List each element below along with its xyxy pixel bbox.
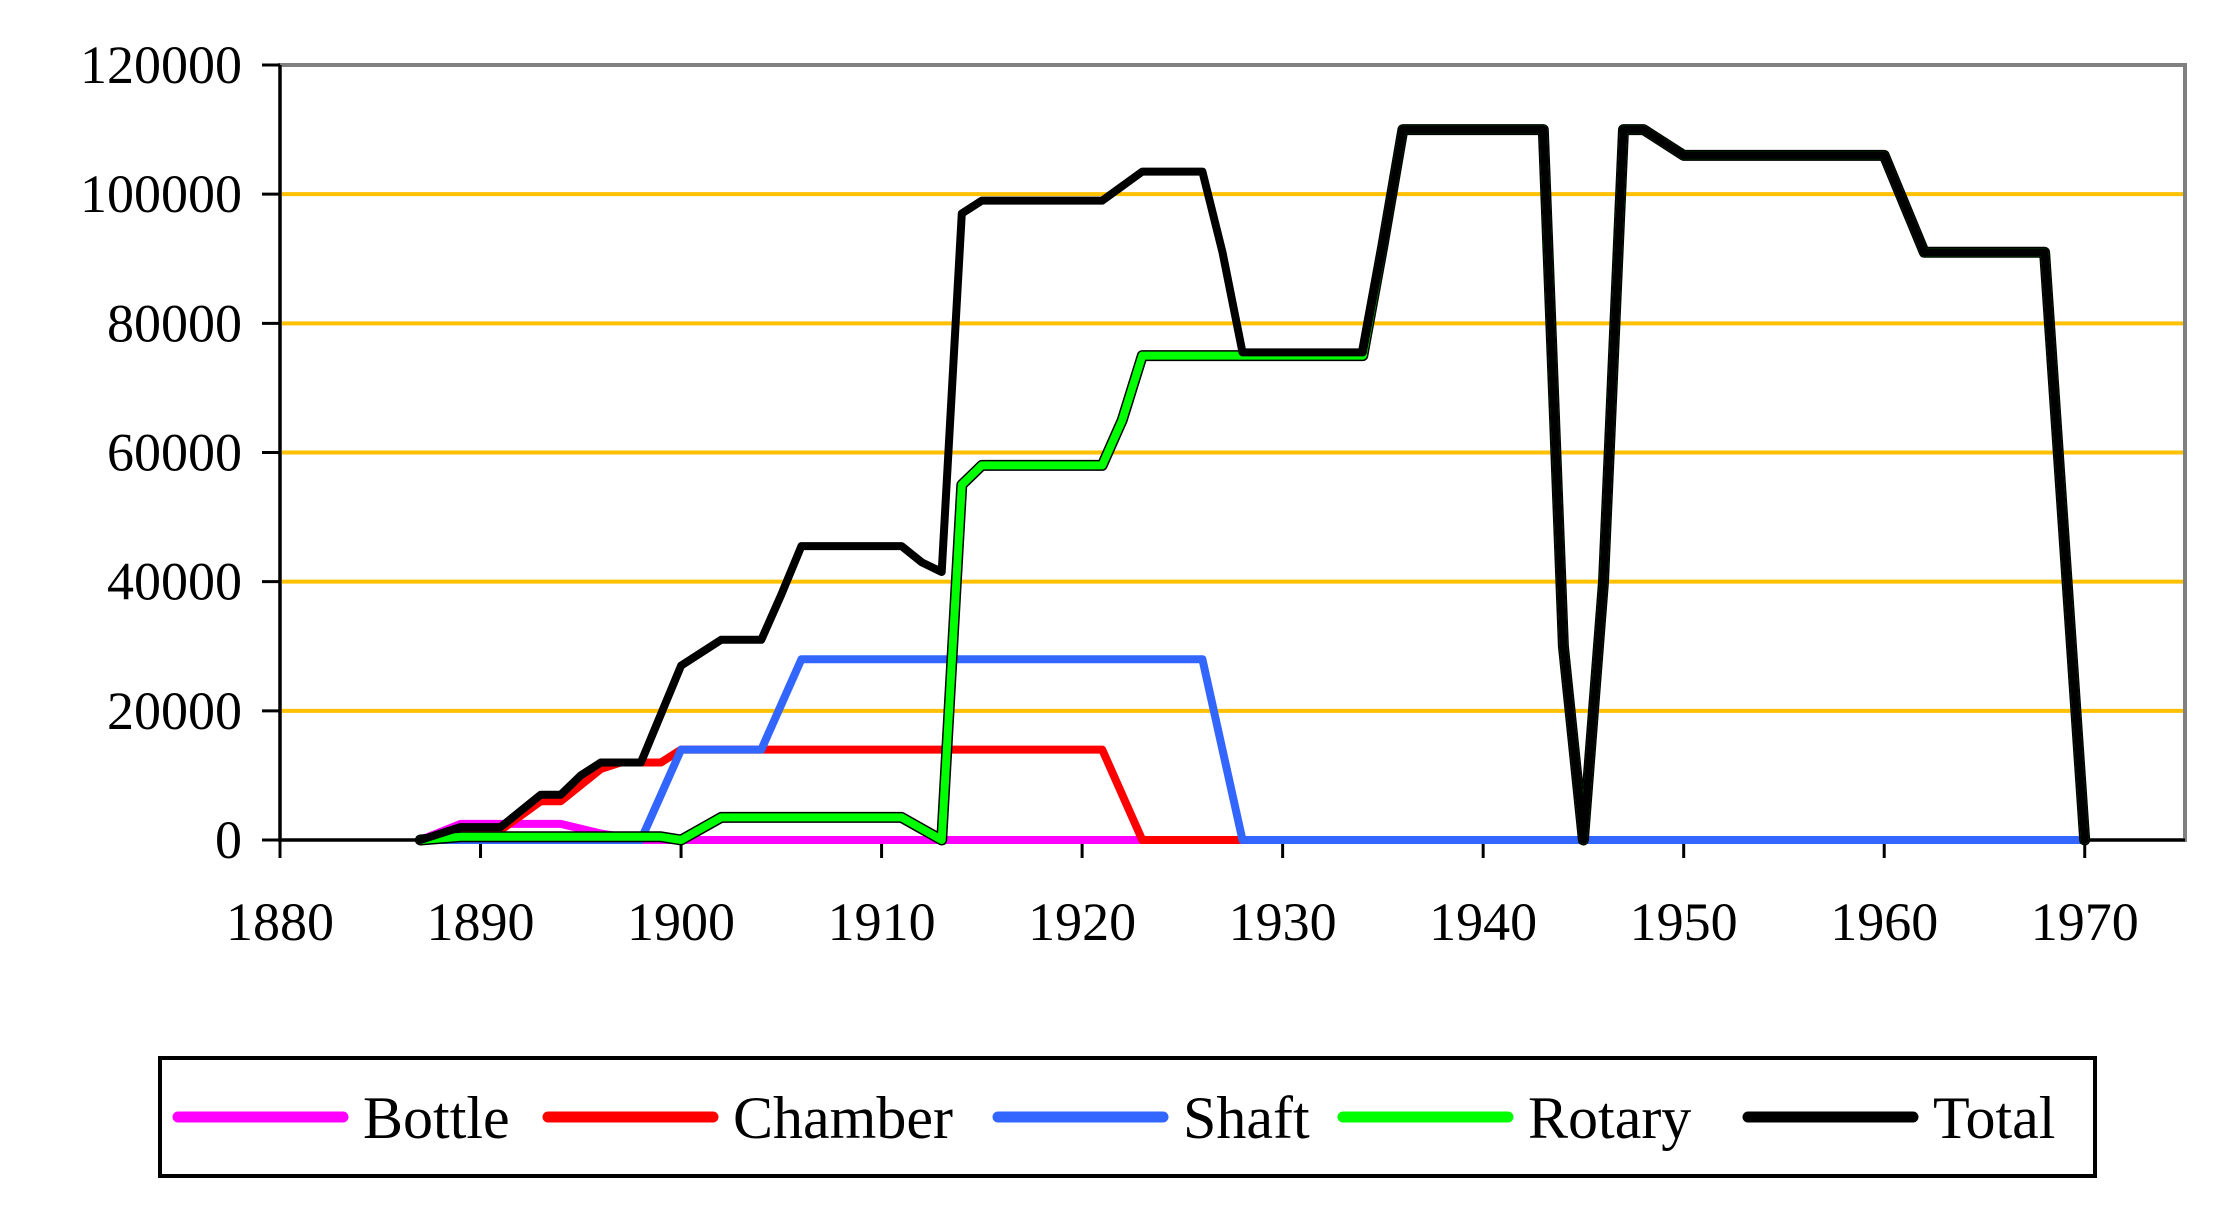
series-line-chamber — [416, 745, 2089, 844]
gridlines — [280, 192, 2185, 713]
legend-label-bottle: Bottle — [363, 1085, 510, 1151]
series-line-rotary-outline — [414, 124, 2091, 846]
x-tick-label: 1910 — [828, 892, 936, 952]
y-tick-label: 80000 — [107, 293, 242, 353]
legend: Bottle Chamber Shaft Rotary Total — [158, 1056, 2097, 1178]
legend-label-shaft: Shaft — [1183, 1085, 1310, 1151]
y-tick-label: 100000 — [80, 164, 242, 224]
x-tick-label: 1890 — [427, 892, 535, 952]
series-line-total — [416, 125, 2089, 844]
x-tick-label: 1930 — [1229, 892, 1337, 952]
y-tick-label: 120000 — [80, 35, 242, 95]
x-tick-label: 1920 — [1028, 892, 1136, 952]
y-tick-label: 40000 — [107, 552, 242, 612]
series-line-rotary — [416, 125, 2089, 844]
x-tick-label: 1900 — [627, 892, 735, 952]
series-line-shaft — [416, 655, 2089, 844]
series-layer — [414, 124, 2091, 846]
y-tick-label: 0 — [215, 810, 242, 870]
axes: 0 20000 40000 60000 80000 100000 120000 1880 189… — [80, 35, 2185, 952]
legend-label-rotary: Rotary — [1528, 1085, 1691, 1151]
x-tick-label: 1970 — [2031, 892, 2139, 952]
legend-label-chamber: Chamber — [733, 1085, 953, 1151]
x-tick-label: 1950 — [1630, 892, 1738, 952]
legend-label-total: Total — [1933, 1085, 2055, 1151]
x-tick-label: 1880 — [226, 892, 334, 952]
x-tick-label: 1960 — [1830, 892, 1938, 952]
y-tick-label: 20000 — [107, 681, 242, 741]
y-tick-label: 60000 — [107, 423, 242, 483]
x-tick-label: 1940 — [1429, 892, 1537, 952]
